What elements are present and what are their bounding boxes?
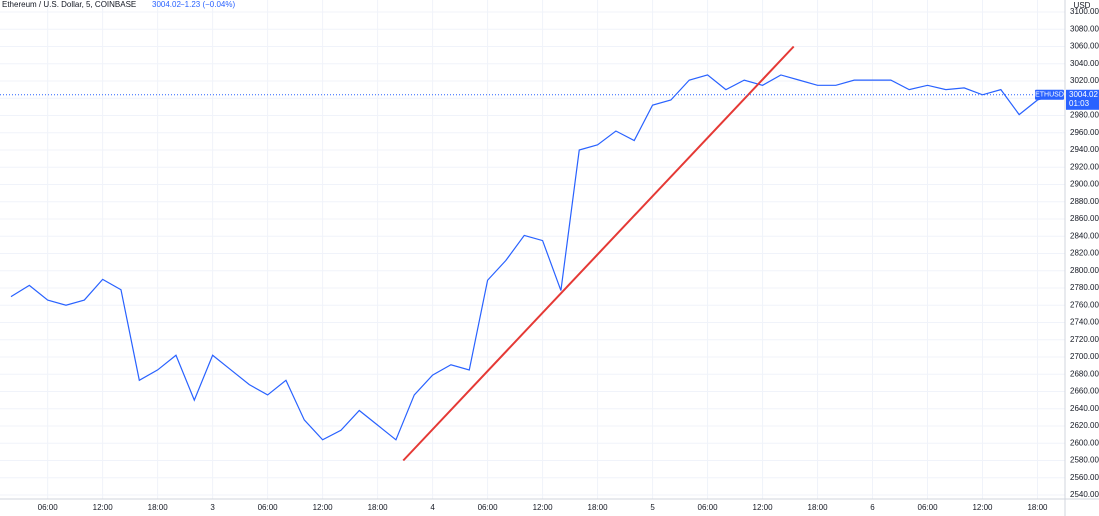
y-tick-label: 2540.00 xyxy=(1070,490,1099,499)
x-tick-label: 5 xyxy=(650,503,655,512)
x-tick-label: 18:00 xyxy=(368,503,389,512)
last-price: 3004.02 xyxy=(152,0,181,9)
y-tick-label: 2640.00 xyxy=(1070,404,1099,413)
legend-header: Ethereum / U.S. Dollar, 5, COINBASE 3004… xyxy=(2,0,235,9)
y-tick-label: 2660.00 xyxy=(1070,387,1099,396)
y-tick-label: 3040.00 xyxy=(1070,59,1099,68)
symbol-title: Ethereum / U.S. Dollar, 5, COINBASE xyxy=(2,0,136,9)
x-tick-label: 6 xyxy=(870,503,875,512)
y-tick-label: 2940.00 xyxy=(1070,145,1099,154)
x-tick-label: 06:00 xyxy=(918,503,939,512)
y-tick-label: 2900.00 xyxy=(1070,180,1099,189)
y-tick-label: 2920.00 xyxy=(1070,162,1099,171)
y-tick-label: 2840.00 xyxy=(1070,231,1099,240)
price-tag xyxy=(1066,89,1099,110)
y-tick-label: 2960.00 xyxy=(1070,128,1099,137)
y-tick-label: 2600.00 xyxy=(1070,438,1099,447)
currency: USD xyxy=(1074,1,1091,10)
y-tick-label: 2680.00 xyxy=(1070,369,1099,378)
y-tick-label: 2700.00 xyxy=(1070,352,1099,361)
y-tick-label: 2760.00 xyxy=(1070,300,1099,309)
grid xyxy=(0,0,1065,499)
price-line xyxy=(10,74,1056,441)
y-tick-label: 2720.00 xyxy=(1070,335,1099,344)
x-tick-label: 3 xyxy=(210,503,215,512)
x-tick-label: 06:00 xyxy=(478,503,499,512)
y-tick-label: 3080.00 xyxy=(1070,24,1099,33)
x-tick-label: 06:00 xyxy=(38,503,59,512)
x-tick-label: 4 xyxy=(430,503,435,512)
y-tick-label: 2740.00 xyxy=(1070,318,1099,327)
y-tick-label: 3100.00 xyxy=(1070,7,1099,16)
symbol-tag-label: ETHUSD xyxy=(1035,92,1064,99)
y-tick-label: 2620.00 xyxy=(1070,421,1099,430)
symbol-tag xyxy=(1035,89,1064,100)
y-tick-label: 2880.00 xyxy=(1070,197,1099,206)
x-tick-label: 18:00 xyxy=(808,503,829,512)
x-tick-label: 18:00 xyxy=(588,503,609,512)
price-tag-label: 3004.02 xyxy=(1069,90,1098,99)
y-tick-label: 2800.00 xyxy=(1070,266,1099,275)
countdown-label: 01:03 xyxy=(1069,99,1090,108)
y-tick-label: 2820.00 xyxy=(1070,249,1099,258)
x-tick-label: 06:00 xyxy=(258,503,279,512)
y-tick-label: 3020.00 xyxy=(1070,76,1099,85)
x-tick-label: 18:00 xyxy=(1027,503,1048,512)
y-tick-label: 2980.00 xyxy=(1070,111,1099,120)
price-change: −1.23 (−0.04%) xyxy=(180,0,235,9)
x-tick-label: 06:00 xyxy=(698,503,719,512)
y-tick-label: 2560.00 xyxy=(1070,473,1099,482)
y-tick-label: 2860.00 xyxy=(1070,214,1099,223)
x-tick-label: 12:00 xyxy=(753,503,774,512)
x-tick-label: 12:00 xyxy=(972,503,993,512)
y-tick-label: 3060.00 xyxy=(1070,42,1099,51)
y-tick-label: 2580.00 xyxy=(1070,456,1099,465)
y-tick-label: 2780.00 xyxy=(1070,283,1099,292)
x-tick-label: 12:00 xyxy=(93,503,114,512)
x-tick-label: 18:00 xyxy=(148,503,169,512)
trend-line xyxy=(402,45,795,462)
x-tick-label: 12:00 xyxy=(313,503,334,512)
x-tick-label: 12:00 xyxy=(533,503,554,512)
